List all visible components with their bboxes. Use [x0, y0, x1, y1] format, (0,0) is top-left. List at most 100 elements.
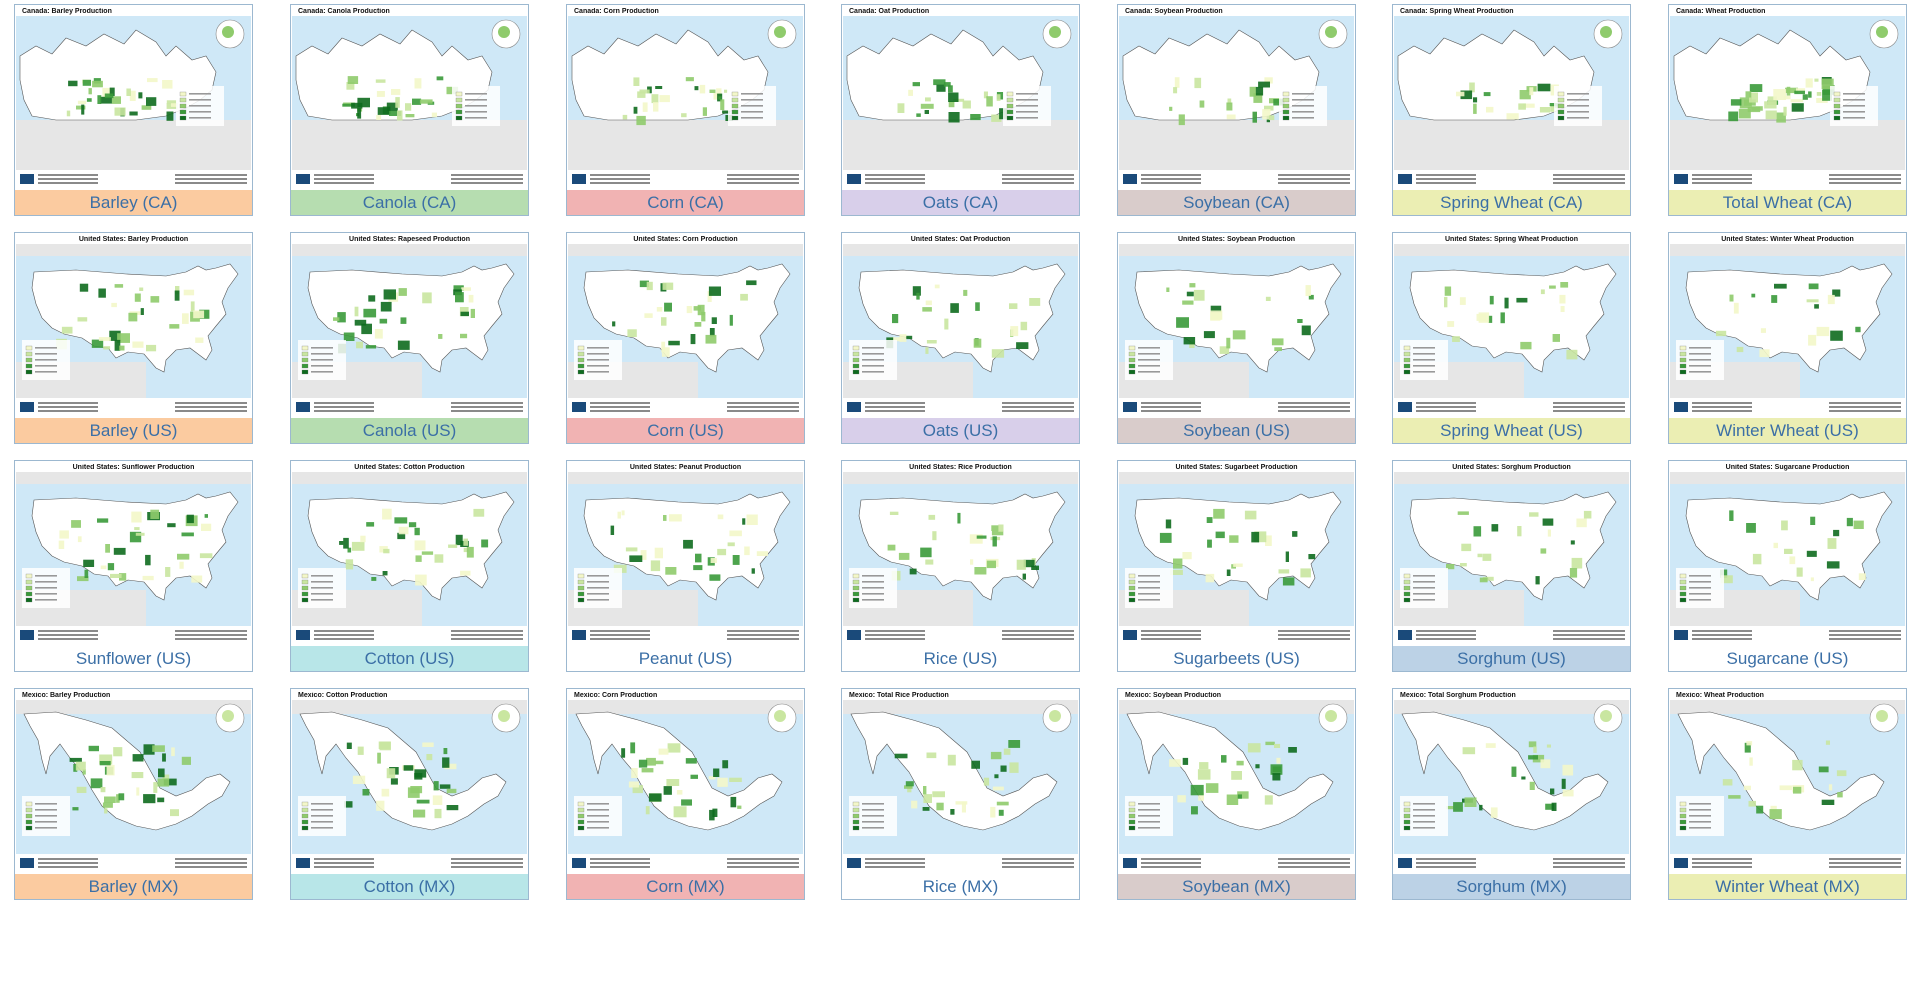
map-thumbnail[interactable]: Canada: Spring Wheat Production: [1394, 6, 1629, 190]
crop-caption[interactable]: Soybean (MX): [1118, 874, 1355, 899]
usda-footer: [1674, 400, 1901, 416]
crop-caption[interactable]: Barley (CA): [15, 190, 252, 215]
crop-caption[interactable]: Sorghum (US): [1393, 646, 1630, 671]
map-tile[interactable]: Mexico: Soybean Production Soybean (MX): [1117, 688, 1356, 900]
source-text-lines: [1829, 174, 1901, 186]
crop-caption[interactable]: Total Wheat (CA): [1669, 190, 1906, 215]
map-tile[interactable]: Mexico: Cotton Production Cotton (MX): [290, 688, 529, 900]
map-thumbnail[interactable]: United States: Barley Production: [16, 234, 251, 418]
usda-footer: [572, 628, 799, 644]
map-tile[interactable]: United States: Spring Wheat Production Sp…: [1392, 232, 1631, 444]
map-thumbnail[interactable]: Mexico: Total Rice Production: [843, 690, 1078, 874]
map-thumbnail[interactable]: Mexico: Total Sorghum Production: [1394, 690, 1629, 874]
map-thumbnail[interactable]: Canada: Barley Production: [16, 6, 251, 190]
crop-caption[interactable]: Winter Wheat (US): [1669, 418, 1906, 443]
map-tile[interactable]: Canada: Wheat Production Total Wheat (CA): [1668, 4, 1907, 216]
usda-logo-icon: [1398, 858, 1412, 868]
crop-caption[interactable]: Corn (MX): [567, 874, 804, 899]
map-tile[interactable]: United States: Soybean Production Soybean…: [1117, 232, 1356, 444]
map-thumbnail[interactable]: United States: Winter Wheat Production: [1670, 234, 1905, 418]
crop-caption[interactable]: Cotton (US): [291, 646, 528, 671]
crop-caption[interactable]: Corn (CA): [567, 190, 804, 215]
map-tile[interactable]: United States: Rapeseed Production Canola…: [290, 232, 529, 444]
agency-text-lines: [1692, 174, 1752, 186]
map-tile[interactable]: Canada: Corn Production Corn (CA): [566, 4, 805, 216]
map-tile[interactable]: Canada: Oat Production Oats (CA): [841, 4, 1080, 216]
map-thumbnail[interactable]: United States: Rapeseed Production: [292, 234, 527, 418]
map-thumbnail[interactable]: United States: Cotton Production: [292, 462, 527, 646]
crop-caption[interactable]: Barley (MX): [15, 874, 252, 899]
map-tile[interactable]: United States: Rice Production Rice (US): [841, 460, 1080, 672]
map-thumbnail[interactable]: Mexico: Cotton Production: [292, 690, 527, 874]
map-title: United States: Rapeseed Production: [349, 236, 470, 243]
production-map-graphic: [1670, 700, 1905, 854]
map-tile[interactable]: United States: Barley Production Barley (…: [14, 232, 253, 444]
usda-footer: [847, 172, 1074, 188]
map-thumbnail[interactable]: Mexico: Corn Production: [568, 690, 803, 874]
crop-caption[interactable]: Corn (US): [567, 418, 804, 443]
map-thumbnail[interactable]: United States: Sunflower Production: [16, 462, 251, 646]
crop-caption[interactable]: Soybean (CA): [1118, 190, 1355, 215]
map-thumbnail[interactable]: United States: Sugarcane Production: [1670, 462, 1905, 646]
map-tile[interactable]: United States: Sugarcane Production Sugar…: [1668, 460, 1907, 672]
map-tile[interactable]: Mexico: Barley Production Barley (MX): [14, 688, 253, 900]
crop-caption[interactable]: Spring Wheat (US): [1393, 418, 1630, 443]
map-thumbnail[interactable]: United States: Corn Production: [568, 234, 803, 418]
map-tile[interactable]: Mexico: Total Sorghum Production Sorghum …: [1392, 688, 1631, 900]
map-thumbnail[interactable]: United States: Sorghum Production: [1394, 462, 1629, 646]
production-map-graphic: [1119, 472, 1354, 626]
map-tile[interactable]: Canada: Soybean Production Soybean (CA): [1117, 4, 1356, 216]
map-tile[interactable]: United States: Sunflower Production Sunfl…: [14, 460, 253, 672]
crop-caption[interactable]: Sugarbeets (US): [1118, 646, 1355, 671]
production-map-graphic: [1119, 16, 1354, 170]
crop-caption[interactable]: Canola (US): [291, 418, 528, 443]
crop-caption[interactable]: Rice (US): [842, 646, 1079, 671]
crop-caption[interactable]: Sugarcane (US): [1669, 646, 1906, 671]
crop-caption[interactable]: Sunflower (US): [15, 646, 252, 671]
crop-caption[interactable]: Rice (MX): [842, 874, 1079, 899]
crop-caption[interactable]: Winter Wheat (MX): [1669, 874, 1906, 899]
map-thumbnail[interactable]: Mexico: Wheat Production: [1670, 690, 1905, 874]
source-text-lines: [1278, 402, 1350, 414]
map-tile[interactable]: United States: Cotton Production Cotton (…: [290, 460, 529, 672]
map-thumbnail[interactable]: United States: Peanut Production: [568, 462, 803, 646]
crop-caption[interactable]: Cotton (MX): [291, 874, 528, 899]
map-thumbnail[interactable]: Canada: Wheat Production: [1670, 6, 1905, 190]
map-tile[interactable]: Canada: Spring Wheat Production Spring Wh…: [1392, 4, 1631, 216]
map-thumbnail[interactable]: Canada: Soybean Production: [1119, 6, 1354, 190]
usda-footer: [1674, 172, 1901, 188]
crop-caption[interactable]: Spring Wheat (CA): [1393, 190, 1630, 215]
map-thumbnail[interactable]: Mexico: Soybean Production: [1119, 690, 1354, 874]
usda-logo-icon: [847, 402, 861, 412]
crop-caption[interactable]: Canola (CA): [291, 190, 528, 215]
map-tile[interactable]: United States: Corn Production Corn (US): [566, 232, 805, 444]
map-thumbnail[interactable]: United States: Oat Production: [843, 234, 1078, 418]
map-thumbnail[interactable]: United States: Rice Production: [843, 462, 1078, 646]
map-thumbnail[interactable]: Canada: Oat Production: [843, 6, 1078, 190]
crop-caption[interactable]: Barley (US): [15, 418, 252, 443]
map-tile[interactable]: Canada: Barley Production Barley (CA): [14, 4, 253, 216]
map-thumbnail[interactable]: United States: Soybean Production: [1119, 234, 1354, 418]
usda-footer: [20, 400, 247, 416]
map-title: United States: Winter Wheat Production: [1721, 236, 1854, 243]
map-thumbnail[interactable]: Canada: Corn Production: [568, 6, 803, 190]
crop-caption[interactable]: Oats (CA): [842, 190, 1079, 215]
map-tile[interactable]: Canada: Canola Production Canola (CA): [290, 4, 529, 216]
map-thumbnail[interactable]: United States: Spring Wheat Production: [1394, 234, 1629, 418]
crop-caption[interactable]: Oats (US): [842, 418, 1079, 443]
map-tile[interactable]: United States: Winter Wheat Production Wi…: [1668, 232, 1907, 444]
crop-caption[interactable]: Peanut (US): [567, 646, 804, 671]
source-text-lines: [1829, 858, 1901, 870]
map-tile[interactable]: Mexico: Wheat Production Winter Wheat (MX…: [1668, 688, 1907, 900]
map-thumbnail[interactable]: Mexico: Barley Production: [16, 690, 251, 874]
map-tile[interactable]: United States: Oat Production Oats (US): [841, 232, 1080, 444]
map-tile[interactable]: United States: Sugarbeet Production Sugar…: [1117, 460, 1356, 672]
map-tile[interactable]: Mexico: Total Rice Production Rice (MX): [841, 688, 1080, 900]
map-thumbnail[interactable]: United States: Sugarbeet Production: [1119, 462, 1354, 646]
map-tile[interactable]: United States: Peanut Production Peanut (…: [566, 460, 805, 672]
crop-caption[interactable]: Sorghum (MX): [1393, 874, 1630, 899]
map-tile[interactable]: Mexico: Corn Production Corn (MX): [566, 688, 805, 900]
map-thumbnail[interactable]: Canada: Canola Production: [292, 6, 527, 190]
crop-caption[interactable]: Soybean (US): [1118, 418, 1355, 443]
map-tile[interactable]: United States: Sorghum Production Sorghum…: [1392, 460, 1631, 672]
